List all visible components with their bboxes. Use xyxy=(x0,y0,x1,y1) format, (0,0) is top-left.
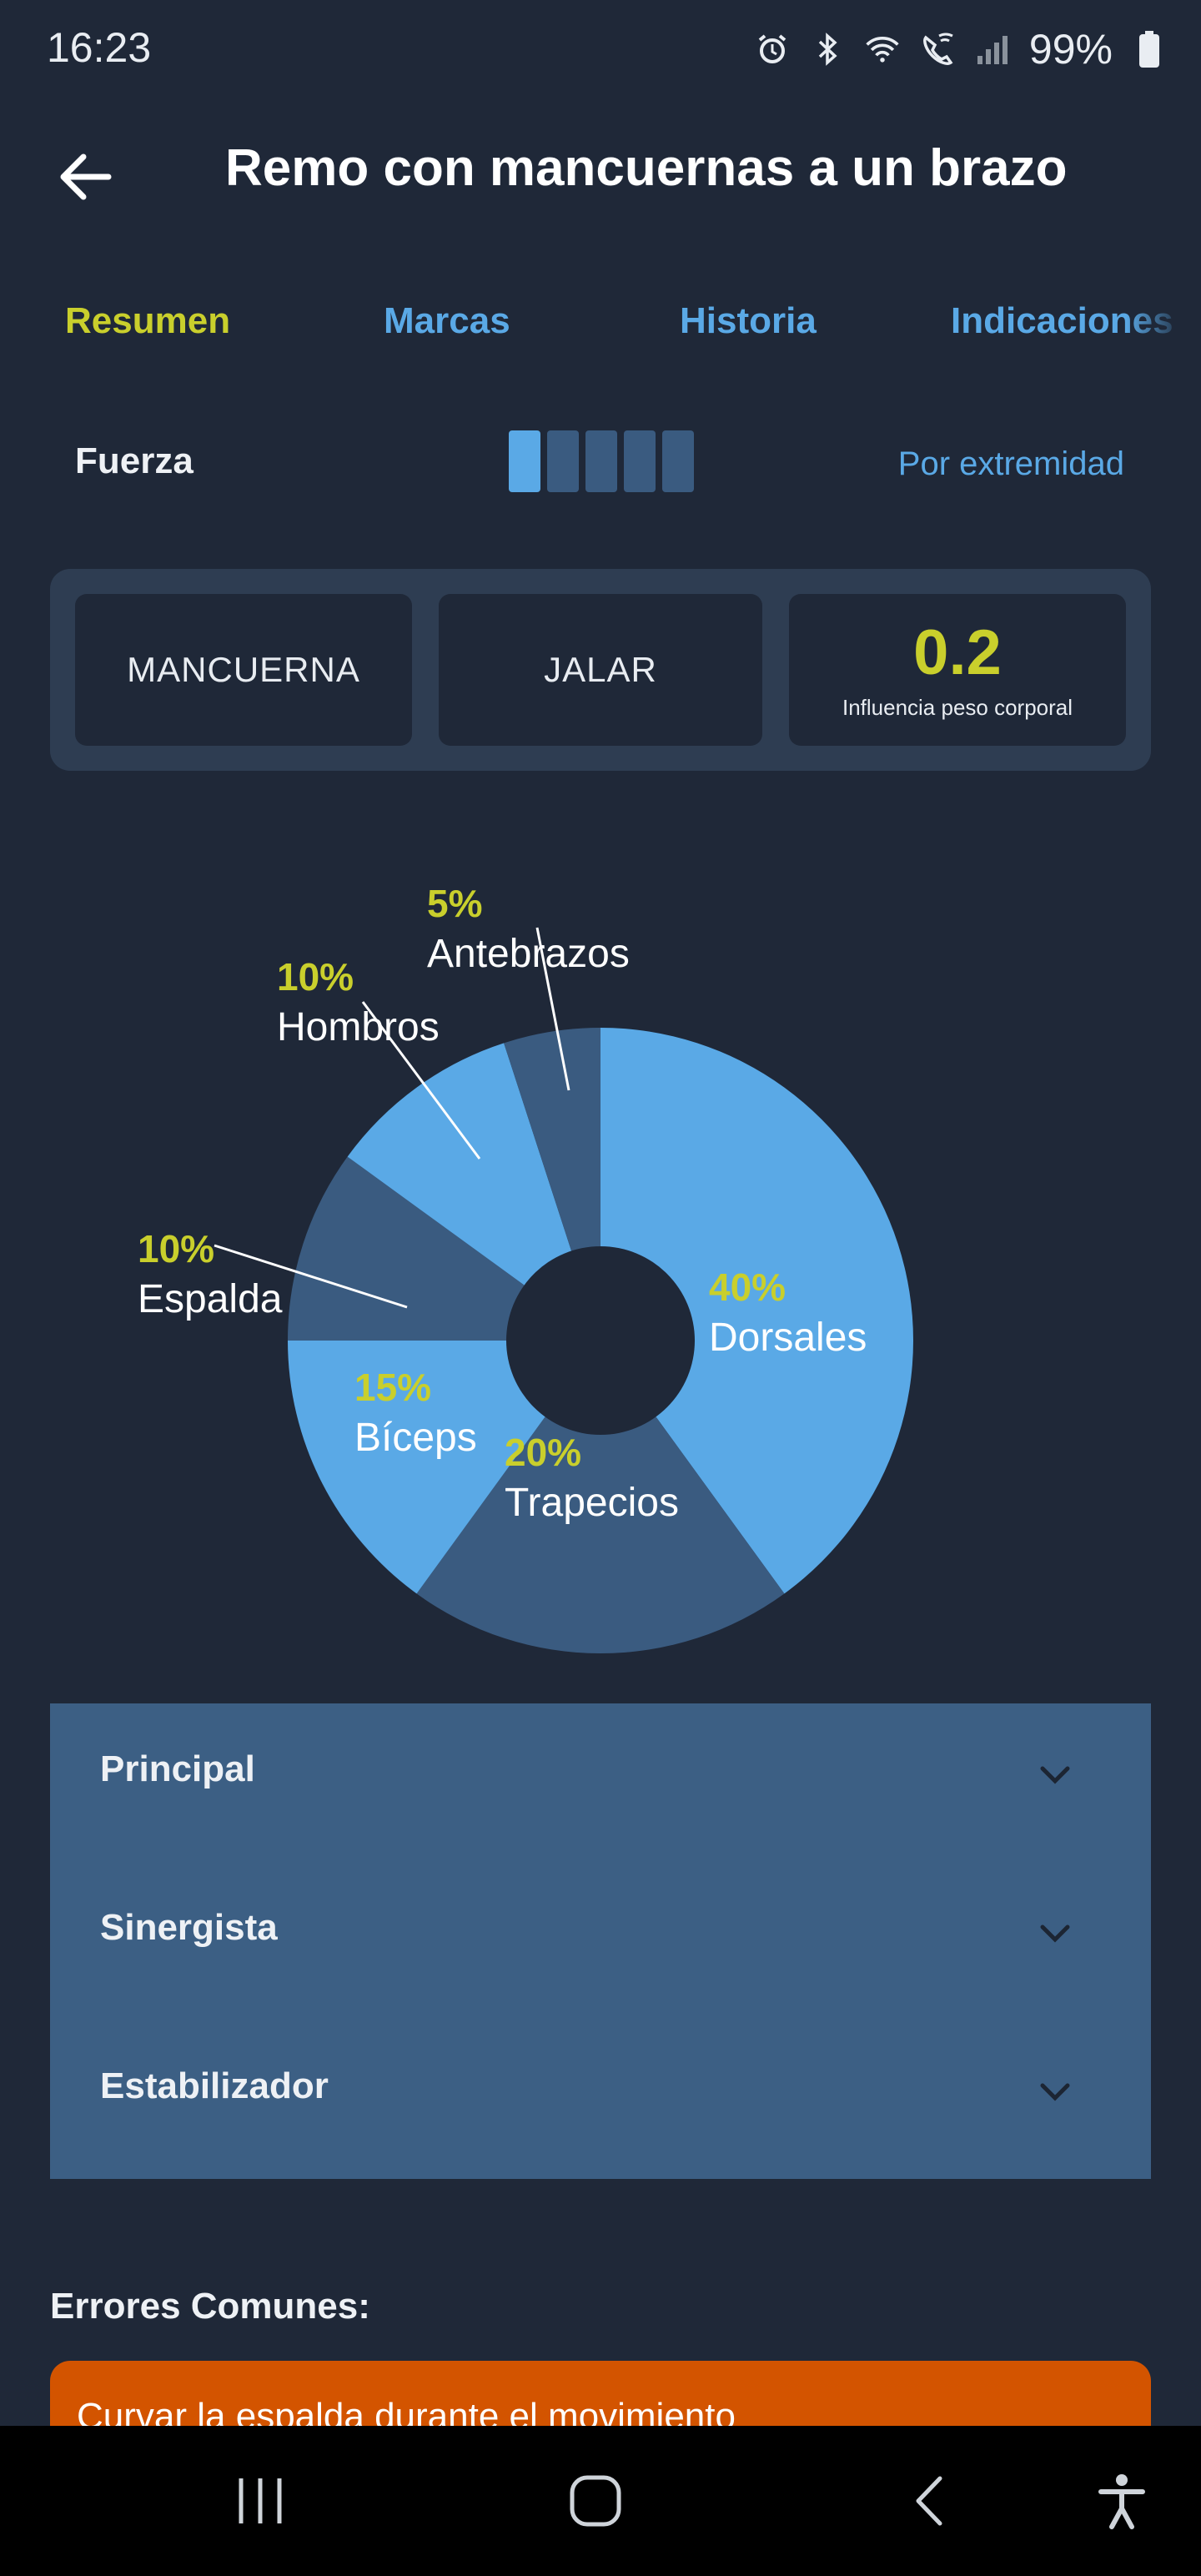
donut-slice-dorsales[interactable] xyxy=(600,1028,913,1594)
tab-fade xyxy=(1126,300,1201,367)
battery-icon xyxy=(1131,31,1168,68)
donut-svg: 40% Dorsales 20% Trapecios 15% Bíceps 10% Espal… xyxy=(138,882,913,1653)
status-bar: 16:23 99% xyxy=(0,0,1201,108)
wifi-call-icon xyxy=(919,31,956,68)
strength-level-segment xyxy=(624,430,656,492)
donut-hole xyxy=(506,1246,695,1435)
tab-historia[interactable]: Historia xyxy=(680,300,817,341)
donut-percent-label: 20% xyxy=(505,1431,581,1474)
muscle-donut-chart: 40% Dorsales 20% Trapecios 15% Bíceps 10% Espal… xyxy=(0,868,1201,1685)
movement-value: JALAR xyxy=(544,650,657,689)
equipment-box: MANCUERNA xyxy=(75,594,412,746)
accessibility-icon xyxy=(1098,2474,1145,2529)
accordion-principal[interactable]: Principal xyxy=(50,1703,1151,1862)
accessibility-button[interactable] xyxy=(1080,2459,1163,2543)
accordion-label: Estabilizador xyxy=(100,2065,329,2106)
strength-level-segment xyxy=(509,430,540,492)
accordion-label: Principal xyxy=(100,1748,255,1789)
status-icons: 99% xyxy=(754,25,1168,73)
tab-bar: Resumen Marcas Historia Indicaciones xyxy=(0,300,1201,367)
bodyweight-label: Influencia peso corporal xyxy=(842,694,1073,720)
status-time: 16:23 xyxy=(47,24,152,71)
signal-icon xyxy=(974,31,1011,68)
bodyweight-box: 0.2 Influencia peso corporal xyxy=(789,594,1126,746)
alarm-icon xyxy=(754,31,791,68)
wifi-icon xyxy=(864,31,901,68)
tab-resumen[interactable]: Resumen xyxy=(65,300,231,341)
accordion-label: Sinergista xyxy=(100,1907,278,1948)
strength-level-segment xyxy=(662,430,694,492)
donut-name-label: Trapecios xyxy=(505,1481,679,1525)
back-button[interactable] xyxy=(50,140,125,215)
donut-percent-label: 10% xyxy=(277,955,354,999)
back-nav-button[interactable] xyxy=(889,2459,972,2543)
strength-level-segment xyxy=(547,430,579,492)
bluetooth-icon xyxy=(809,31,846,68)
app-bar: Remo con mancuernas a un brazo xyxy=(0,117,1201,225)
home-button[interactable] xyxy=(554,2459,637,2543)
muscle-accordion: Principal Sinergista Estabilizador xyxy=(50,1703,1151,2179)
strength-level-segment xyxy=(585,430,617,492)
accordion-estabilizador[interactable]: Estabilizador xyxy=(50,2020,1151,2179)
equipment-value: MANCUERNA xyxy=(127,650,360,689)
donut-name-label: Bíceps xyxy=(354,1416,477,1460)
donut-percent-label: 5% xyxy=(427,882,482,925)
battery-percent: 99% xyxy=(1028,26,1113,73)
errors-title: Errores Comunes: xyxy=(50,2286,370,2327)
donut-percent-label: 40% xyxy=(709,1265,786,1309)
back-nav-icon xyxy=(916,2476,942,2526)
donut-name-label: Hombros xyxy=(277,1005,440,1049)
system-nav-bar xyxy=(0,2426,1201,2576)
recents-icon xyxy=(239,2478,282,2523)
chevron-down-icon xyxy=(1040,1766,1070,1784)
page-title: Remo con mancuernas a un brazo xyxy=(225,139,1068,197)
donut-leader-line xyxy=(361,1001,481,1160)
arrow-left-icon xyxy=(60,153,112,200)
strength-label: Fuerza xyxy=(75,440,193,481)
movement-box: JALAR xyxy=(439,594,762,746)
per-limb-link[interactable]: Por extremidad xyxy=(897,445,1124,482)
strength-level-indicator xyxy=(509,430,694,492)
donut-name-label: Antebrazos xyxy=(427,932,630,976)
tab-marcas[interactable]: Marcas xyxy=(384,300,510,341)
chevron-down-icon xyxy=(1040,2083,1070,2101)
donut-leader-line xyxy=(214,1244,408,1309)
donut-percent-label: 15% xyxy=(354,1366,431,1409)
home-icon xyxy=(570,2475,621,2527)
donut-leader-line xyxy=(535,927,570,1091)
donut-name-label: Espalda xyxy=(138,1277,283,1321)
info-card: MANCUERNA JALAR 0.2 Influencia peso corp… xyxy=(50,569,1151,771)
donut-slice-biceps[interactable] xyxy=(288,1341,600,1594)
chevron-down-icon xyxy=(1040,1924,1070,1943)
recents-button[interactable] xyxy=(219,2459,302,2543)
donut-slice-trapecios[interactable] xyxy=(416,1341,785,1653)
donut-percent-label: 10% xyxy=(138,1227,214,1270)
accordion-sinergista[interactable]: Sinergista xyxy=(50,1862,1151,2020)
donut-slice-hombros[interactable] xyxy=(347,1043,600,1341)
bodyweight-value: 0.2 xyxy=(913,616,1002,688)
donut-name-label: Dorsales xyxy=(709,1316,867,1360)
